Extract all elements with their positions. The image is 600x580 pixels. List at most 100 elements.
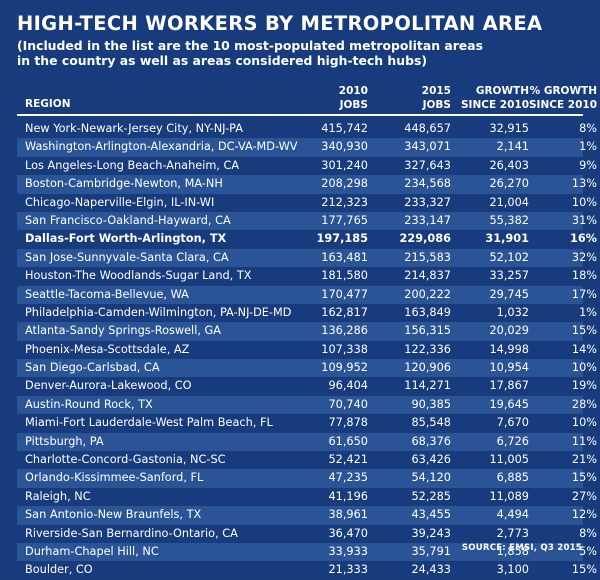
table-row: Denver-Aurora-Lakewood, CO 96,404 114,271 1… — [17, 377, 597, 395]
table-row: Austin-Round Rock, TX 70,740 90,385 19,645 2… — [17, 395, 597, 415]
region-cell: Philadelphia-Camden-Wilmington, PA-NJ-DE… — [25, 305, 292, 319]
table-row: Philadelphia-Camden-Wilmington, PA-NJ-DE… — [17, 304, 597, 322]
table-row: San Antonio-New Braunfels, TX 38,961 43,45… — [17, 506, 597, 525]
pct-growth-cell: 15% — [571, 563, 597, 577]
jobs-2015-cell: 448,657 — [404, 122, 451, 135]
pct-growth-cell: 8% — [579, 526, 597, 540]
growth-cell: 19,645 — [489, 397, 529, 411]
table-row: Durham-Chapel Hill, NC 33,933 35,791 1,858 5… — [17, 542, 597, 562]
pct-growth-cell: 13% — [571, 177, 597, 191]
pct-growth-cell: 28% — [571, 397, 597, 411]
jobs-2010-cell: 136,286 — [321, 324, 368, 338]
table-row: Dallas-Fort Worth-Arlington, TX 197,185 22… — [17, 230, 597, 248]
jobs-2010-cell: 47,235 — [328, 471, 368, 485]
jobs-2015-cell: 156,315 — [404, 324, 451, 338]
growth-cell: 26,270 — [489, 177, 529, 191]
table-row: New York-Newark-Jersey City, NY-NJ-PA 415… — [17, 120, 597, 138]
pct-growth-cell: 1% — [579, 305, 597, 319]
pct-growth-cell: 31% — [571, 213, 597, 227]
pct-growth-cell: 11% — [571, 434, 597, 448]
region-cell: Seattle-Tacoma-Bellevue, WA — [25, 287, 189, 301]
pct-growth-cell: 8% — [579, 122, 597, 135]
jobs-2015-cell: 343,071 — [404, 140, 451, 154]
table-row: Boston-Cambridge-Newton, MA-NH 208,298 234… — [17, 175, 597, 194]
growth-cell: 14,998 — [489, 342, 529, 356]
pct-growth-cell: 17% — [571, 287, 597, 301]
jobs-2010-cell: 212,323 — [321, 195, 368, 209]
page-title: HIGH-TECH WORKERS BY METROPOLITAN AREA — [17, 12, 543, 35]
region-cell: Boulder, CO — [25, 563, 93, 577]
table-row: San Diego-Carlsbad, CA 109,952 120,906 10,9… — [17, 359, 597, 378]
growth-cell: 33,257 — [489, 269, 529, 283]
jobs-2010-cell: 163,481 — [321, 250, 368, 264]
header-jobs-2015: 2015 JOBS — [421, 85, 451, 111]
jobs-2010-cell: 340,930 — [321, 140, 368, 154]
jobs-2015-cell: 120,906 — [404, 361, 451, 375]
growth-cell: 29,745 — [489, 287, 529, 301]
table-row: Houston-The Woodlands-Sugar Land, TX 181,… — [17, 267, 597, 285]
table-row: Phoenix-Mesa-Scottsdale, AZ 107,338 122,33… — [17, 341, 597, 359]
header-divider — [17, 114, 583, 116]
jobs-2010-cell: 415,742 — [321, 122, 368, 135]
table-body: New York-Newark-Jersey City, NY-NJ-PA 415… — [17, 120, 597, 580]
region-cell: Raleigh, NC — [25, 489, 91, 503]
table-row: San Francisco-Oakland-Hayward, CA 177,765… — [17, 211, 597, 231]
region-cell: New York-Newark-Jersey City, NY-NJ-PA — [25, 122, 243, 135]
jobs-2010-cell: 70,740 — [328, 397, 368, 411]
table-header: REGION 2010 JOBS 2015 JOBS GROWTH SINCE … — [17, 82, 597, 114]
table-row: Pittsburgh, PA 61,650 68,376 6,726 11% — [17, 432, 597, 452]
jobs-2010-cell: 61,650 — [328, 434, 368, 448]
region-cell: Chicago-Naperville-Elgin, IL-IN-WI — [25, 195, 215, 209]
region-cell: Washington-Arlington-Alexandria, DC-VA-M… — [25, 140, 298, 154]
region-cell: Austin-Round Rock, TX — [25, 397, 153, 411]
growth-cell: 17,867 — [489, 379, 529, 393]
region-cell: Orlando-Kissimmee-Sanford, FL — [25, 471, 204, 485]
jobs-2010-cell: 41,196 — [328, 489, 368, 503]
jobs-2010-cell: 170,477 — [321, 287, 368, 301]
pct-growth-cell: 5% — [579, 544, 597, 558]
region-cell: Riverside-San Bernardino-Ontario, CA — [25, 526, 238, 540]
source-note: SOURCE: EMSI, Q3 2015 — [461, 543, 582, 553]
pct-growth-cell: 10% — [571, 416, 597, 430]
jobs-2010-cell: 52,421 — [328, 453, 368, 467]
jobs-2015-cell: 327,643 — [404, 158, 451, 172]
jobs-2015-cell: 39,243 — [411, 526, 451, 540]
region-cell: Charlotte-Concord-Gastonia, NC-SC — [25, 453, 226, 467]
subtitle: (Included in the list are the 10 most-po… — [17, 38, 483, 68]
header-pct-growth: % GROWTH SINCE 2010 — [529, 85, 598, 111]
region-cell: Miami-Fort Lauderdale-West Palm Beach, F… — [25, 416, 273, 430]
pct-growth-cell: 1% — [579, 140, 597, 154]
region-cell: San Francisco-Oakland-Hayward, CA — [25, 213, 231, 227]
jobs-2015-cell: 229,086 — [399, 232, 451, 246]
jobs-2010-cell: 21,333 — [328, 563, 368, 577]
growth-cell: 55,382 — [489, 213, 529, 227]
table-row: San Jose-Sunnyvale-Santa Clara, CA 163,48… — [17, 248, 597, 268]
header-growth: GROWTH SINCE 2010 — [460, 85, 529, 111]
growth-cell: 32,915 — [489, 122, 529, 135]
jobs-2010-cell: 162,817 — [321, 305, 368, 319]
region-cell: Phoenix-Mesa-Scottsdale, AZ — [25, 342, 190, 356]
pct-growth-cell: 14% — [571, 342, 597, 356]
jobs-2010-cell: 301,240 — [321, 158, 368, 172]
growth-cell: 4,494 — [496, 508, 529, 522]
growth-cell: 2,773 — [496, 526, 529, 540]
jobs-2010-cell: 109,952 — [321, 361, 368, 375]
region-cell: Boston-Cambridge-Newton, MA-NH — [25, 177, 223, 191]
jobs-2010-cell: 208,298 — [321, 177, 368, 191]
growth-cell: 2,141 — [496, 140, 529, 154]
pct-growth-cell: 10% — [571, 195, 597, 209]
jobs-2015-cell: 234,568 — [404, 177, 451, 191]
growth-cell: 3,100 — [496, 563, 529, 577]
pct-growth-cell: 15% — [571, 471, 597, 485]
jobs-2015-cell: 43,455 — [411, 508, 451, 522]
pct-growth-cell: 16% — [569, 232, 597, 246]
jobs-2015-cell: 35,791 — [411, 544, 451, 558]
jobs-2015-cell: 122,336 — [404, 342, 451, 356]
jobs-2015-cell: 24,433 — [411, 563, 451, 577]
table-row: Los Angeles-Long Beach-Anaheim, CA 301,24… — [17, 157, 597, 175]
region-cell: Denver-Aurora-Lakewood, CO — [25, 379, 192, 393]
jobs-2010-cell: 197,185 — [316, 232, 368, 246]
jobs-2010-cell: 77,878 — [328, 416, 368, 430]
jobs-2015-cell: 68,376 — [411, 434, 451, 448]
pct-growth-cell: 27% — [571, 489, 597, 503]
